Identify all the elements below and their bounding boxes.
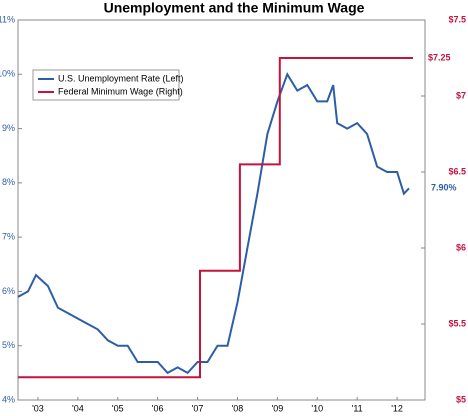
- x-tick-label: '12: [391, 403, 403, 413]
- x-tick-label: '03: [32, 403, 44, 413]
- series-line: [18, 57, 413, 379]
- y-tick-label: 7%: [2, 232, 15, 242]
- legend-box: [32, 69, 180, 101]
- y2-tick-label: $6.5: [448, 166, 466, 176]
- y-tick-label: 5%: [2, 340, 15, 350]
- x-tick-label: '11: [352, 403, 363, 413]
- x-tick-label: '09: [271, 403, 283, 413]
- y2-tick-label: $7.5: [448, 14, 466, 24]
- y-tick-label: 8%: [2, 177, 15, 187]
- end-label: $7.25: [428, 52, 451, 62]
- y-tick-label: 11%: [0, 14, 15, 24]
- y-tick-label: 9%: [2, 123, 15, 133]
- legend-label: U.S. Unemployment Rate (Left): [58, 73, 184, 83]
- x-tick-label: '10: [311, 403, 323, 413]
- chart-title: Unemployment and the Minimum Wage: [104, 0, 365, 16]
- y2-tick-label: $7: [456, 90, 466, 100]
- plot-frame: [17, 19, 426, 401]
- x-tick-label: '07: [192, 403, 204, 413]
- x-tick-label: '05: [112, 403, 124, 413]
- y-tick-label: 10%: [0, 69, 15, 79]
- series-line: [17, 72, 410, 375]
- y2-tick-label: $6: [456, 242, 466, 252]
- y2-tick-label: $5.5: [448, 318, 466, 328]
- y2-tick-label: $5: [456, 394, 466, 404]
- end-label: 7.90%: [431, 183, 457, 193]
- x-tick-label: '04: [72, 403, 84, 413]
- y-tick-label: 6%: [2, 286, 15, 296]
- legend-label: Federal Minimum Wage (Right): [58, 86, 183, 96]
- y-tick-label: 4%: [2, 394, 15, 404]
- x-tick-label: '08: [232, 403, 244, 413]
- x-tick-label: '06: [152, 403, 164, 413]
